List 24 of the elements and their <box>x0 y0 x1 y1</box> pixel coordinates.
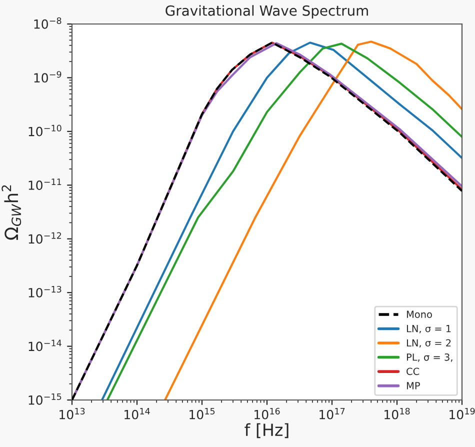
legend-label: CC <box>406 368 420 376</box>
y-tick-label: 10$^{−8}$ <box>34 17 62 29</box>
legend-label: LN, σ = 1 <box>406 325 451 334</box>
y-tick-label: 10$^{−13}$ <box>28 286 62 298</box>
chart-title: Gravitational Wave Spectrum <box>166 5 368 19</box>
legend-label: Mono <box>406 310 432 318</box>
y-tick-label: 10$^{−10}$ <box>28 124 62 136</box>
y-tick-label: 10$^{−12}$ <box>28 232 62 244</box>
legend-label: LN, σ = 2 <box>406 339 451 348</box>
y-tick-label: 10$^{−15}$ <box>28 394 62 405</box>
y-tick-label: 10$^{−11}$ <box>28 178 62 190</box>
y-tick-label: 10$^{−14}$ <box>28 340 62 352</box>
x-tick-label: 10$^{13}$ <box>60 408 85 420</box>
x-tick-label: 10$^{15}$ <box>190 408 215 420</box>
x-axis-title: f [Hz] <box>244 423 288 438</box>
x-tick-label: 10$^{16}$ <box>254 408 280 420</box>
x-tick-label: 10$^{17}$ <box>320 408 345 420</box>
legend-label: MP <box>406 382 420 390</box>
y-tick-label: 10$^{−9}$ <box>34 71 62 83</box>
x-tick-label: 10$^{14}$ <box>124 408 150 420</box>
x-tick-label: 10$^{19}$ <box>450 408 475 420</box>
x-tick-label: 10$^{18}$ <box>384 408 410 420</box>
legend-label: PL, σ = 3, <box>406 353 452 362</box>
y-axis-title: Ω$_{GW}$h$^{2}$ <box>2 185 22 240</box>
